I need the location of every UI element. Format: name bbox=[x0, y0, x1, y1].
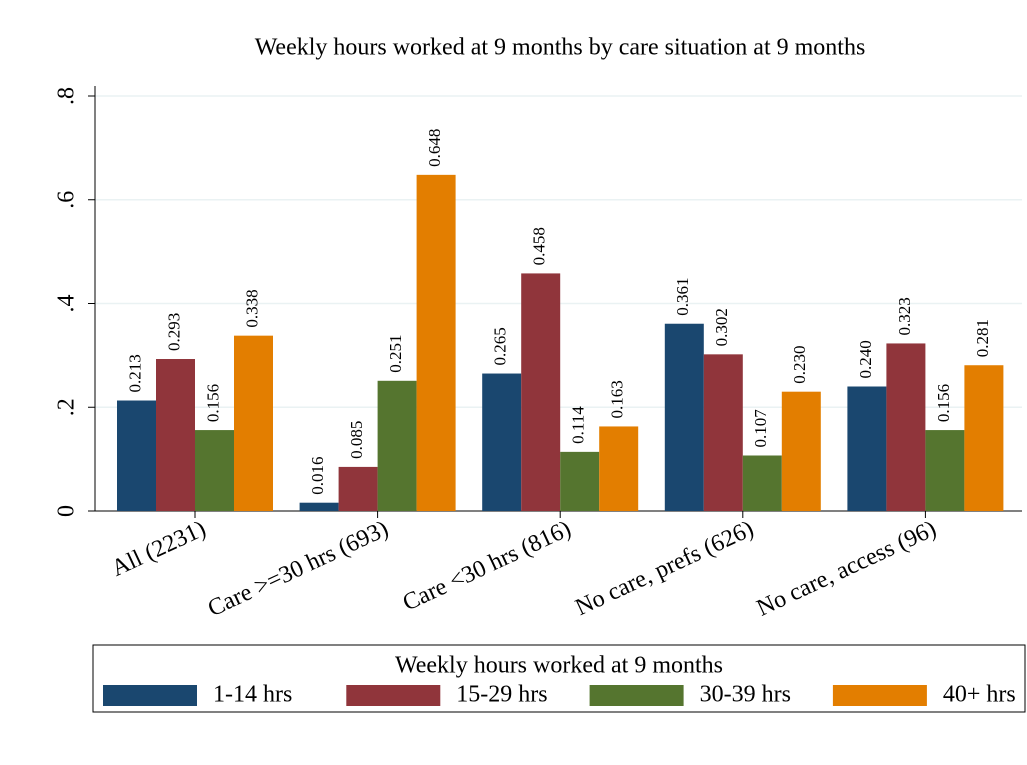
bar bbox=[781, 391, 821, 511]
y-tick-label: 0 bbox=[54, 505, 80, 517]
bar bbox=[482, 373, 522, 511]
value-label: 0.016 bbox=[308, 456, 327, 494]
legend-label: 15-29 hrs bbox=[456, 682, 547, 708]
bar bbox=[156, 359, 195, 511]
legend-label: 1-14 hrs bbox=[213, 682, 292, 708]
chart-title: Weekly hours worked at 9 months by care … bbox=[255, 35, 866, 61]
y-tick-label: .8 bbox=[54, 87, 80, 105]
legend-title: Weekly hours worked at 9 months bbox=[395, 653, 723, 679]
value-label: 0.163 bbox=[608, 380, 627, 418]
value-label: 0.085 bbox=[347, 421, 366, 459]
y-tick-label: .6 bbox=[54, 191, 80, 209]
value-label: 0.230 bbox=[790, 345, 809, 383]
value-label: 0.458 bbox=[530, 227, 549, 265]
value-label: 0.213 bbox=[125, 354, 144, 392]
bar bbox=[299, 502, 339, 511]
bar bbox=[964, 365, 1004, 511]
bar bbox=[521, 273, 561, 511]
value-label: 0.302 bbox=[712, 308, 731, 346]
value-label: 0.156 bbox=[934, 384, 953, 422]
bar bbox=[599, 426, 639, 511]
bar bbox=[742, 455, 782, 511]
bar bbox=[664, 323, 704, 511]
bar bbox=[377, 380, 417, 511]
value-label: 0.338 bbox=[242, 289, 261, 327]
legend-swatch bbox=[346, 685, 441, 706]
bar bbox=[234, 335, 273, 511]
bar bbox=[117, 400, 156, 511]
value-label: 0.265 bbox=[491, 327, 510, 365]
value-label: 0.114 bbox=[569, 406, 588, 444]
value-label: 0.240 bbox=[856, 340, 875, 378]
bar bbox=[886, 343, 926, 511]
value-label: 0.648 bbox=[425, 129, 444, 167]
bar bbox=[560, 451, 600, 511]
bar bbox=[847, 386, 887, 511]
bar bbox=[338, 466, 378, 511]
bar bbox=[703, 354, 743, 511]
value-label: 0.293 bbox=[164, 313, 183, 351]
legend-swatch bbox=[589, 685, 684, 706]
legend-swatch bbox=[832, 685, 927, 706]
bar bbox=[925, 430, 965, 511]
legend-label: 40+ hrs bbox=[943, 682, 1016, 708]
value-label: 0.156 bbox=[203, 384, 222, 422]
legend-label: 30-39 hrs bbox=[700, 682, 791, 708]
y-tick-label: .2 bbox=[54, 398, 80, 416]
y-tick-label: .4 bbox=[54, 295, 80, 313]
bar bbox=[416, 174, 456, 511]
value-label: 0.281 bbox=[973, 319, 992, 357]
bar bbox=[195, 430, 234, 511]
value-label: 0.361 bbox=[673, 277, 692, 315]
legend-swatch bbox=[103, 685, 197, 706]
value-label: 0.323 bbox=[895, 297, 914, 335]
value-label: 0.251 bbox=[386, 335, 405, 373]
value-label: 0.107 bbox=[751, 409, 770, 448]
